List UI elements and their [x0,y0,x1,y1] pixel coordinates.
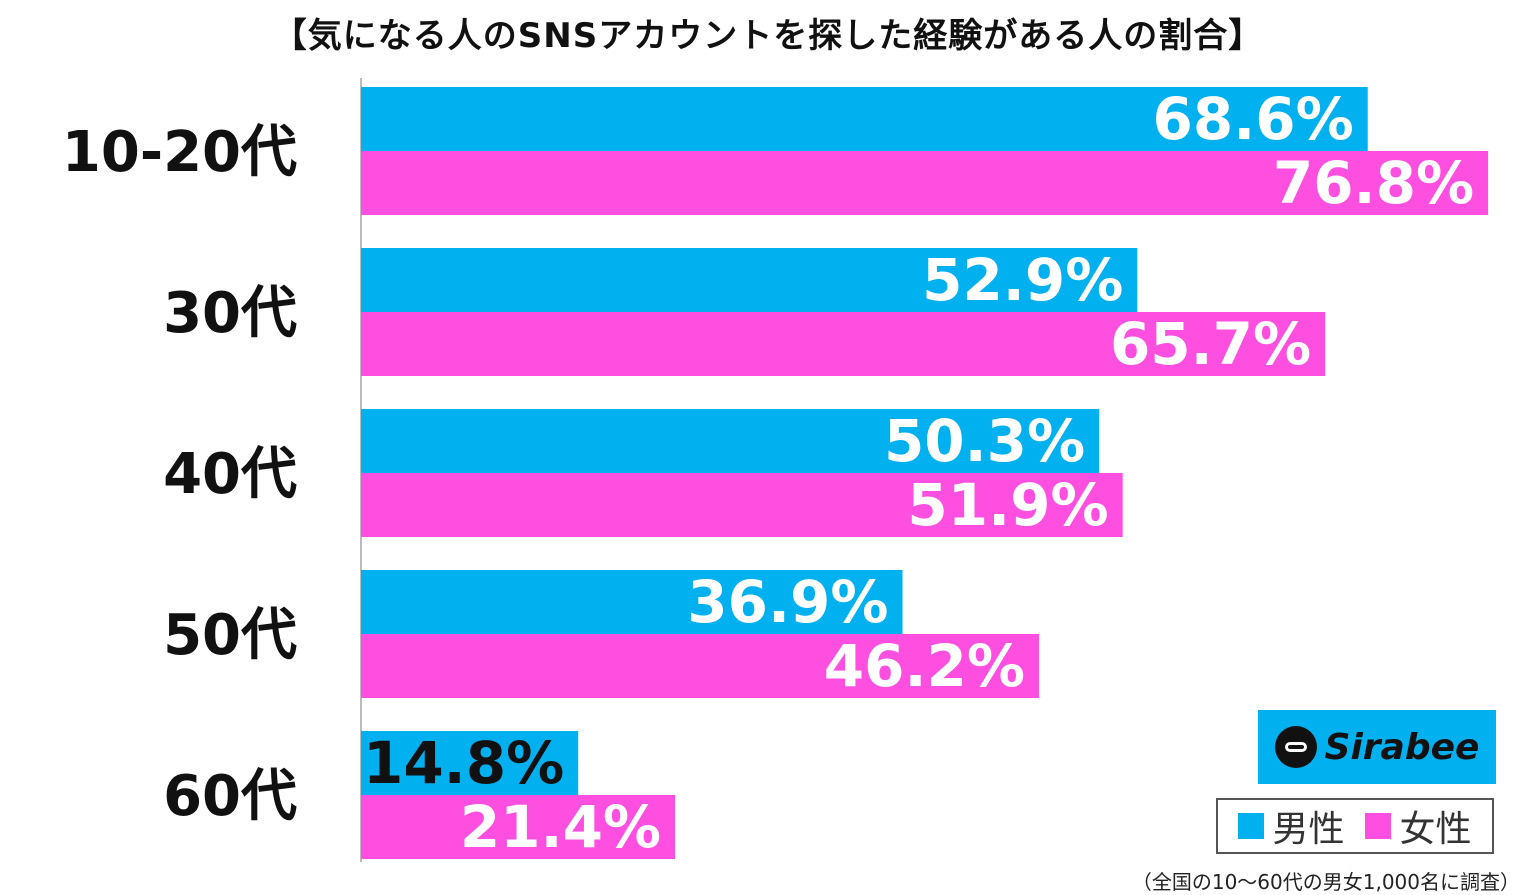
data-label-female: 21.4% [460,793,661,861]
data-label-female: 76.8% [1273,149,1474,217]
legend-swatch-female [1365,813,1392,839]
category-label: 60代 [163,764,297,829]
bar-male [361,87,1368,151]
data-label-male: 68.6% [1153,85,1354,153]
bar-male [361,409,1100,473]
sirabee-logo-text: Sirabee [1324,726,1480,768]
data-label-male: 14.8% [363,729,564,797]
legend-item-male: 男性 [1238,800,1345,852]
category-label: 50代 [163,603,297,668]
category-label: 10-20代 [62,120,297,185]
legend-swatch-male [1238,813,1265,839]
bar-female [361,795,676,859]
legend-label-female: 女性 [1399,809,1472,850]
bar-male [361,248,1138,312]
data-label-male: 52.9% [922,246,1123,314]
bar-female [361,312,1326,376]
data-label-male: 50.3% [884,407,1085,475]
bar-female [361,634,1039,698]
bar-female [361,473,1123,537]
category-label: 30代 [163,281,297,346]
legend-label-male: 男性 [1272,809,1345,850]
data-label-female: 46.2% [824,632,1025,700]
data-label-female: 65.7% [1110,310,1311,378]
chart-title: 【気になる人のSNSアカウントを探した経験がある人の割合】 [272,16,1264,56]
sirabee-logo: Sirabee [1258,710,1496,784]
sirabee-logo-icon [1274,726,1317,768]
survey-note: （全国の10〜60代の男女1,000名に調査） [1131,870,1520,894]
legend-item-female: 女性 [1365,800,1472,852]
legend: 男性 女性 [1216,798,1494,854]
bar-male [361,570,903,634]
data-label-female: 51.9% [907,471,1108,539]
bar-female [361,151,1489,215]
category-label: 40代 [163,442,297,507]
data-label-male: 36.9% [687,568,888,636]
bar-male [361,731,579,795]
